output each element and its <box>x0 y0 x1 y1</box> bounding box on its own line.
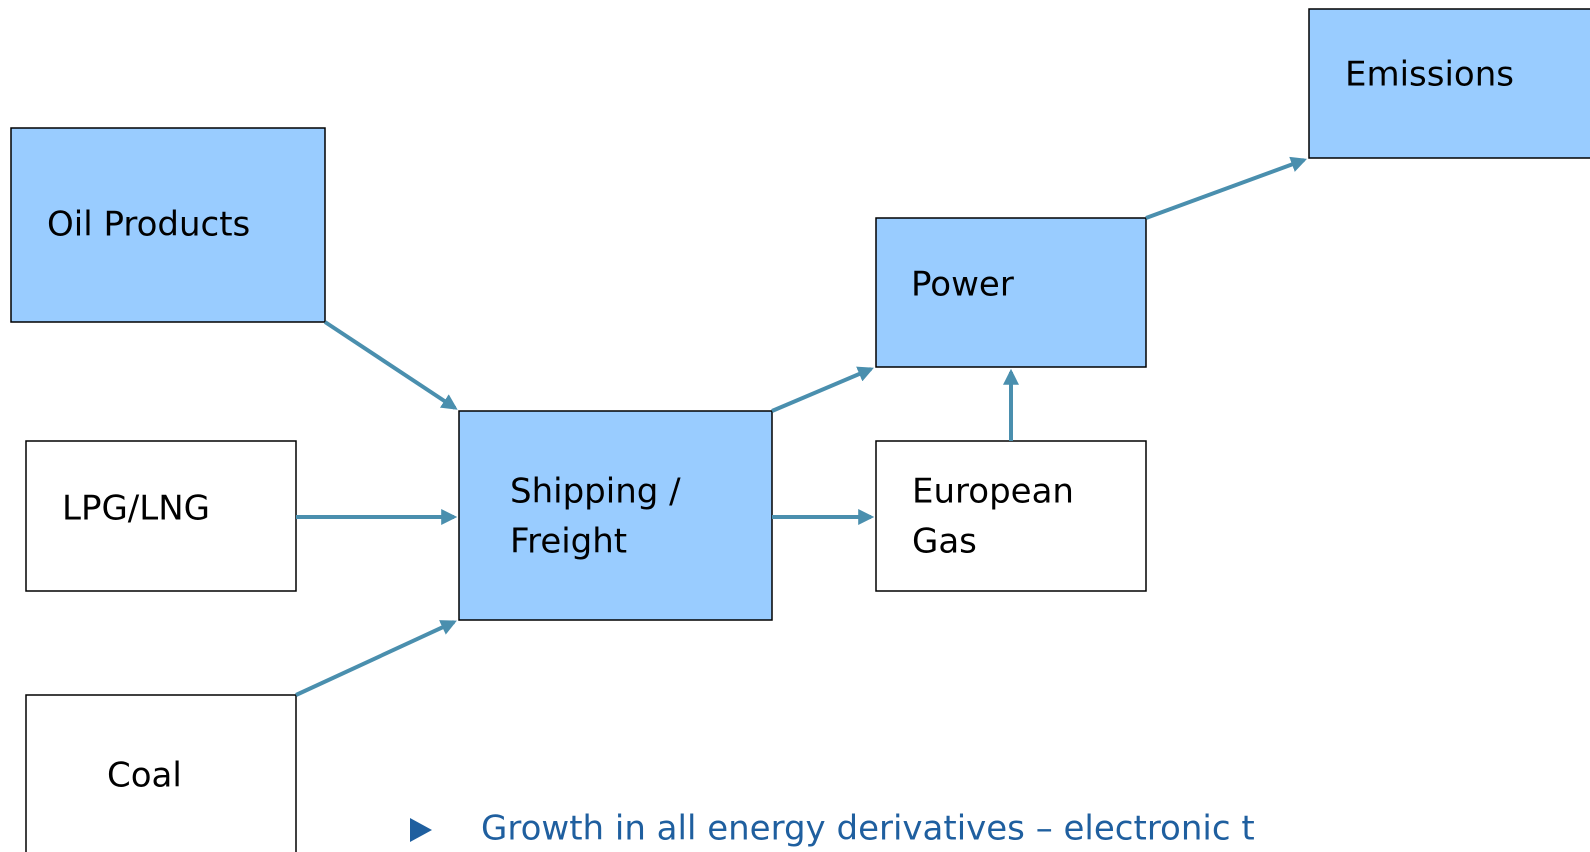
node-label: LPG/LNG <box>62 489 210 529</box>
node-label: Gas <box>912 522 977 562</box>
arrow <box>323 320 458 410</box>
node-label: Shipping / <box>510 472 681 512</box>
node-label: Coal <box>107 756 182 796</box>
arrow <box>771 366 874 413</box>
arrow <box>1145 156 1308 220</box>
node-label: Power <box>911 265 1014 305</box>
node-box <box>875 217 1147 368</box>
node-box <box>25 440 297 592</box>
node-box <box>25 694 297 852</box>
bullet-marker <box>410 818 432 842</box>
node-label: Freight <box>510 522 627 562</box>
node-box <box>1308 8 1590 159</box>
node-label: European <box>912 472 1074 512</box>
bullet-text: Growth in all energy derivatives – elect… <box>481 809 1255 849</box>
node-label: Emissions <box>1345 55 1514 95</box>
node-box <box>875 440 1147 592</box>
node-box <box>10 127 326 323</box>
node-box <box>458 410 773 621</box>
arrow <box>295 620 457 697</box>
node-label: Oil Products <box>47 205 250 245</box>
